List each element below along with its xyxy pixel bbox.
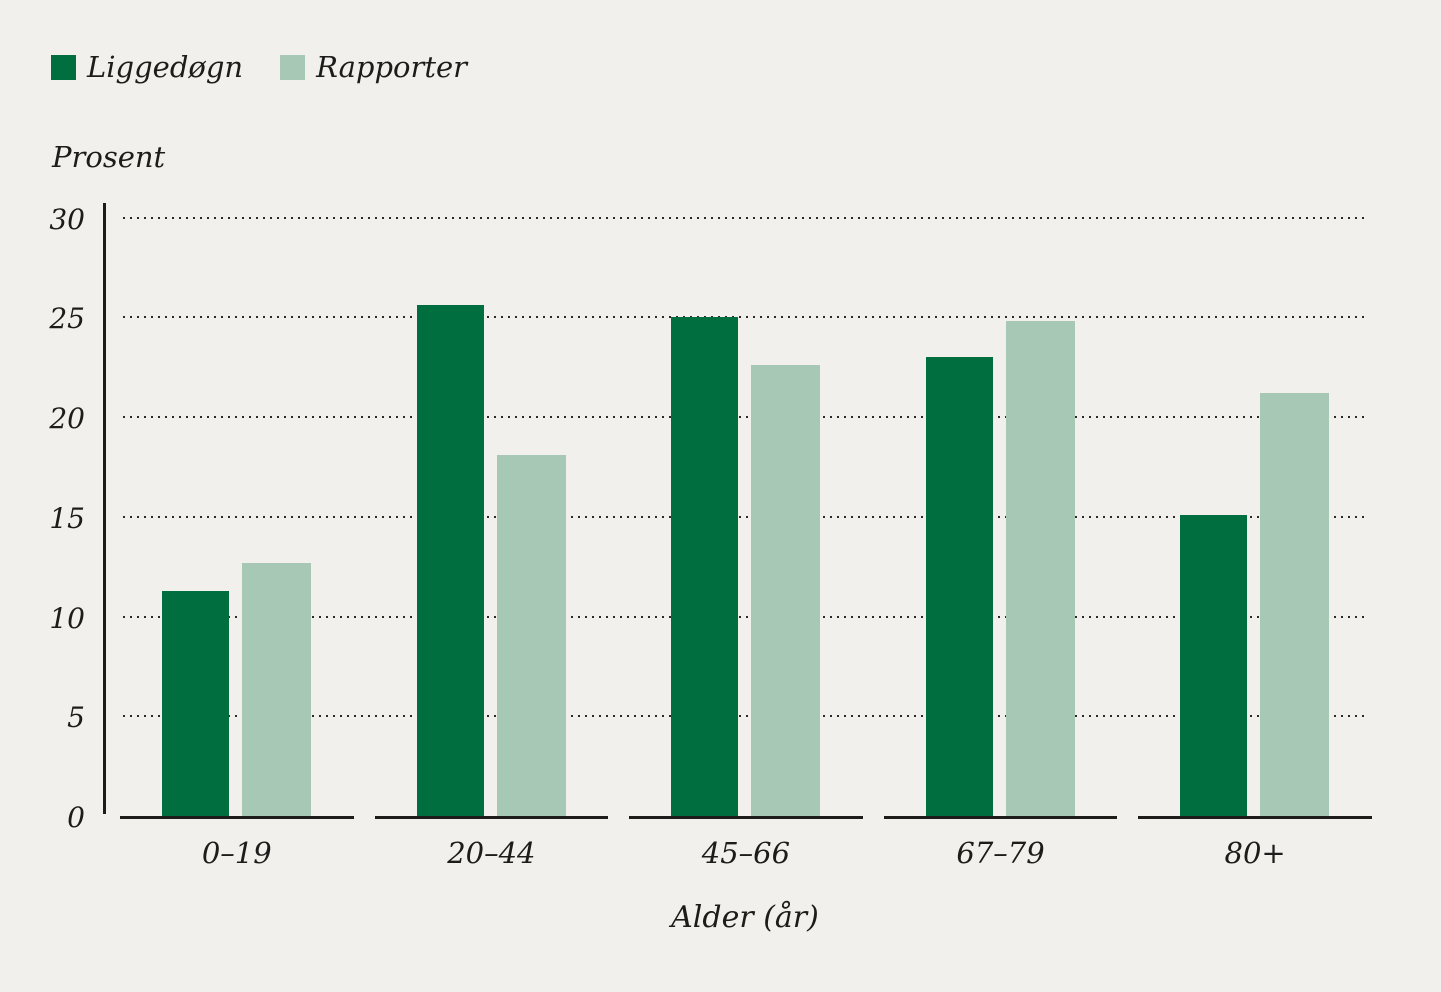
legend-item-rapporter: Rapporter (280, 53, 467, 82)
y-axis-line (103, 203, 106, 814)
bar-series-1 (1260, 393, 1330, 816)
legend-swatch-rapporter (280, 55, 306, 80)
y-gridline (123, 316, 1367, 319)
bar-series-0 (416, 305, 484, 816)
bar-series-0 (1180, 514, 1248, 816)
y-tick-label: 0 (67, 801, 85, 834)
y-tick-label: 25 (49, 302, 85, 336)
x-category-label: 0–19 (201, 836, 272, 870)
bar-series-0 (925, 357, 993, 816)
bar-series-1 (751, 365, 821, 816)
bar-series-0 (162, 590, 229, 816)
bar-series-1 (496, 454, 566, 816)
x-category-label: 20–44 (447, 836, 536, 870)
x-baseline-segment (120, 816, 354, 819)
x-baseline-segment (374, 816, 609, 819)
legend-label-rapporter: Rapporter (316, 50, 468, 84)
y-gridline (123, 715, 1367, 718)
x-category-label: 67–79 (956, 836, 1045, 870)
y-axis-title: Prosent (52, 140, 166, 174)
y-tick-label: 20 (49, 402, 85, 435)
x-axis-title: Alder (år) (671, 900, 819, 935)
x-category-label: 80+ (1224, 836, 1286, 870)
y-tick-label: 30 (49, 202, 85, 236)
legend-item-liggedogn: Liggedøgn (51, 53, 243, 82)
x-baseline-segment (629, 816, 863, 819)
x-category-label: 45–66 (701, 836, 791, 870)
bar-series-1 (242, 562, 311, 816)
x-baseline-segment (883, 816, 1118, 819)
legend: Liggedøgn Rapporter (51, 53, 504, 82)
bar-series-1 (1005, 321, 1075, 816)
y-gridline (123, 416, 1367, 418)
y-tick-label: 10 (49, 601, 85, 635)
y-gridline (123, 216, 1367, 219)
y-tick-label: 15 (49, 501, 85, 535)
legend-swatch-liggedogn (51, 55, 76, 80)
y-tick-label: 5 (67, 701, 85, 735)
y-gridline (123, 615, 1367, 618)
bar-series-0 (671, 317, 739, 816)
x-baseline-segment (1138, 816, 1372, 819)
y-gridline (123, 515, 1367, 518)
legend-label-liggedogn: Liggedøgn (87, 50, 244, 84)
